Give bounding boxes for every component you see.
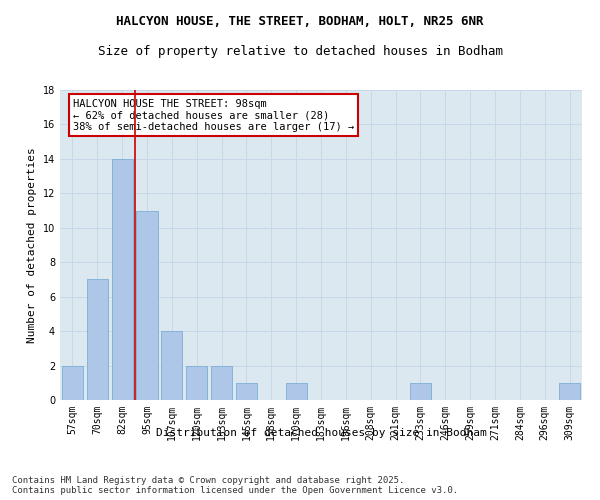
Text: Size of property relative to detached houses in Bodham: Size of property relative to detached ho… bbox=[97, 45, 503, 58]
Text: Contains HM Land Registry data © Crown copyright and database right 2025.
Contai: Contains HM Land Registry data © Crown c… bbox=[12, 476, 458, 495]
Bar bbox=[87, 280, 108, 400]
Bar bbox=[62, 366, 83, 400]
Bar bbox=[161, 331, 182, 400]
Bar bbox=[211, 366, 232, 400]
Text: Distribution of detached houses by size in Bodham: Distribution of detached houses by size … bbox=[155, 428, 487, 438]
Y-axis label: Number of detached properties: Number of detached properties bbox=[27, 147, 37, 343]
Bar bbox=[559, 383, 580, 400]
Bar bbox=[186, 366, 207, 400]
Bar bbox=[136, 210, 158, 400]
Bar bbox=[236, 383, 257, 400]
Text: HALCYON HOUSE THE STREET: 98sqm
← 62% of detached houses are smaller (28)
38% of: HALCYON HOUSE THE STREET: 98sqm ← 62% of… bbox=[73, 98, 354, 132]
Bar bbox=[410, 383, 431, 400]
Bar bbox=[112, 159, 133, 400]
Bar bbox=[286, 383, 307, 400]
Text: HALCYON HOUSE, THE STREET, BODHAM, HOLT, NR25 6NR: HALCYON HOUSE, THE STREET, BODHAM, HOLT,… bbox=[116, 15, 484, 28]
